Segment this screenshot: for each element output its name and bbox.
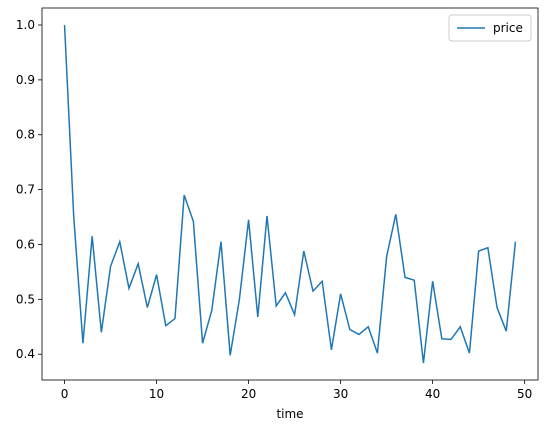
legend-box bbox=[448, 14, 532, 42]
legend-label: price bbox=[493, 21, 523, 35]
x-tick-label: 10 bbox=[149, 387, 164, 401]
x-axis-label: time bbox=[276, 407, 303, 421]
x-tick-label: 50 bbox=[517, 387, 532, 401]
y-tick-label: 0.4 bbox=[16, 347, 35, 361]
x-tick-label: 0 bbox=[61, 387, 69, 401]
y-tick-label: 0.8 bbox=[16, 128, 35, 142]
y-tick-label: 1.0 bbox=[16, 18, 35, 32]
y-tick-label: 0.5 bbox=[16, 292, 35, 306]
y-tick-label: 0.6 bbox=[16, 237, 35, 251]
x-tick-label: 30 bbox=[333, 387, 348, 401]
x-tick-label: 20 bbox=[241, 387, 256, 401]
y-tick-label: 0.9 bbox=[16, 73, 35, 87]
price-line bbox=[63, 24, 517, 364]
x-tick-label: 40 bbox=[425, 387, 440, 401]
plot-frame bbox=[41, 7, 539, 381]
y-tick-label: 0.7 bbox=[16, 183, 35, 197]
